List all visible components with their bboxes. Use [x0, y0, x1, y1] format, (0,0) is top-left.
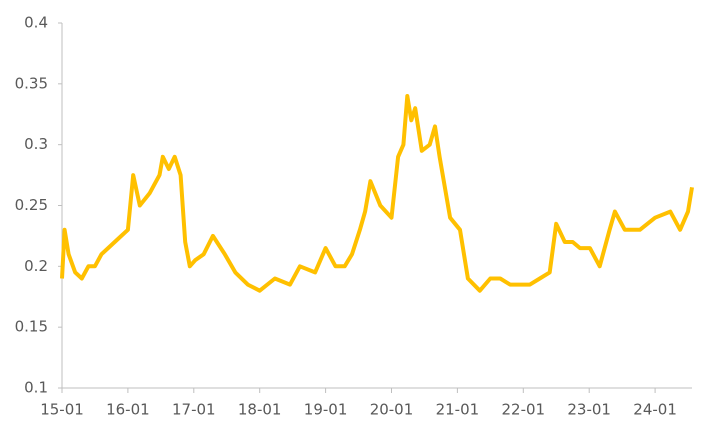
x-tick-label: 24-01 — [633, 401, 677, 419]
y-tick-label: 0.35 — [15, 74, 48, 92]
data-line — [60, 94, 694, 293]
y-tick-label: 0.4 — [24, 14, 48, 32]
y-tick-label: 0.15 — [15, 318, 48, 336]
x-tick-label: 18-01 — [238, 401, 282, 419]
x-tick-label: 22-01 — [502, 401, 546, 419]
x-tick-label: 19-01 — [304, 401, 348, 419]
x-tick-label: 17-01 — [172, 401, 216, 419]
y-tick-label: 0.3 — [24, 135, 48, 153]
x-tick-label: 16-01 — [106, 401, 150, 419]
y-tick-label: 0.2 — [24, 257, 48, 275]
x-tick-label: 23-01 — [567, 401, 611, 419]
x-tick-label: 21-01 — [436, 401, 480, 419]
y-tick-label: 0.1 — [24, 379, 48, 397]
y-tick-label: 0.25 — [15, 196, 48, 214]
x-tick-label: 20-01 — [370, 401, 414, 419]
x-tick-label: 15-01 — [40, 401, 84, 419]
